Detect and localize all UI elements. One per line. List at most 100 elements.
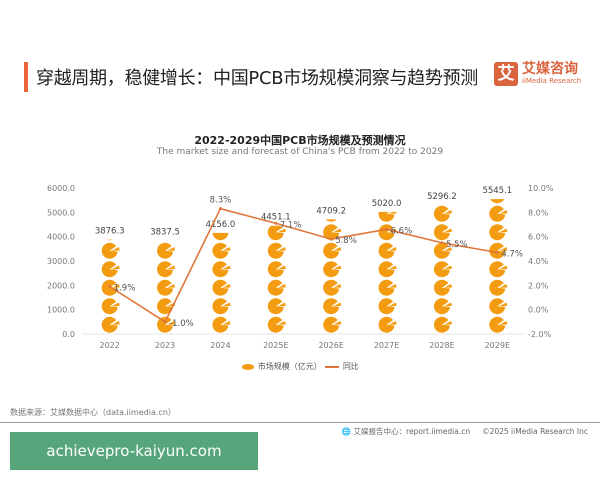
pie-icon — [157, 316, 174, 333]
market-size-label: 5296.2 — [427, 192, 457, 202]
pie-icon — [489, 205, 506, 222]
pie-icon — [433, 261, 450, 278]
report-link[interactable]: 艾媒报告中心：report.iimedia.cn — [353, 427, 471, 436]
pie-icon — [489, 279, 506, 296]
pie-icon — [106, 239, 113, 241]
y-left-tick: 0.0 — [62, 330, 75, 339]
globe-icon: 🌐 — [341, 427, 352, 436]
y-right-tick: -2.0% — [528, 330, 552, 339]
pie-icon — [378, 298, 395, 315]
pie-icon — [157, 261, 174, 278]
pie-icon — [267, 316, 284, 333]
pie-slice — [277, 246, 286, 251]
pie-slice — [333, 265, 342, 270]
pie-icon — [489, 242, 506, 259]
x-tick: 2028E — [429, 341, 454, 350]
watermark-banner[interactable]: achievepro-kaiyun.com — [10, 432, 258, 470]
pie-icon — [433, 224, 450, 241]
pie-icon — [378, 316, 395, 333]
pie-slice — [167, 265, 176, 270]
pie-icon — [489, 298, 506, 315]
pie-icon — [101, 298, 118, 315]
pie-icon — [489, 224, 506, 241]
pie-slice — [443, 246, 452, 251]
yoy-line — [109, 207, 498, 323]
pie-slice — [277, 320, 286, 325]
market-size-label: 4156.0 — [206, 220, 236, 230]
pie-slice — [499, 302, 508, 307]
pie-slice — [111, 320, 120, 325]
pie-slice — [388, 302, 397, 307]
y-left-tick: 6000.0 — [47, 184, 75, 193]
pie-icon — [212, 261, 229, 278]
y-left-tick: 4000.0 — [47, 233, 75, 242]
market-size-label: 5545.1 — [482, 186, 512, 196]
pie-slice — [167, 283, 176, 288]
pie-icon — [489, 261, 506, 278]
page-title: 穿越周期，稳健增长：中国PCB市场规模洞察与趋势预测 — [36, 68, 478, 89]
market-size-bar — [378, 211, 397, 333]
pie-slice — [167, 320, 176, 325]
pie-slice — [277, 283, 286, 288]
yoy-label: 7.1% — [280, 220, 302, 230]
market-size-label: 3876.3 — [95, 227, 125, 237]
pie-icon — [489, 316, 506, 333]
pie-icon — [267, 298, 284, 315]
pie-slice — [443, 228, 452, 233]
pie-icon — [325, 219, 337, 222]
x-tick: 2029E — [485, 341, 510, 350]
pie-slice — [388, 265, 397, 270]
pie-slice — [499, 265, 508, 270]
yoy-label: -1.0% — [169, 319, 194, 329]
legend: 市场规模（亿元） 同比 — [0, 361, 600, 372]
pie-icon — [433, 316, 450, 333]
copyright: ©2025 iiMedia Research Inc — [482, 427, 588, 436]
y-left-tick: 1000.0 — [47, 306, 75, 315]
x-tick: 2026E — [318, 341, 343, 350]
yoy-point — [329, 237, 333, 241]
yoy-point — [274, 221, 278, 225]
pie-slice — [443, 209, 452, 214]
pie-icon — [433, 279, 450, 296]
y-right-tick: 8.0% — [528, 208, 549, 217]
chart-title: 2022-2029中国PCB市场规模及预测情况 — [194, 134, 406, 147]
divider — [0, 422, 600, 423]
pie-icon — [433, 298, 450, 315]
pie-slice — [333, 228, 342, 233]
pie-icon — [157, 242, 174, 259]
yoy-label: 4.7% — [501, 249, 523, 259]
iimedia-logo: 艾 艾媒咨询 iiMedia Research — [494, 62, 581, 86]
legend-yoy: 同比 — [342, 362, 359, 371]
pie-icon — [212, 242, 229, 259]
market-size-label: 3837.5 — [150, 228, 180, 238]
market-size-label: 5020.0 — [372, 199, 402, 209]
pie-slice — [443, 283, 452, 288]
pie-slice — [333, 283, 342, 288]
pie-slice — [167, 246, 176, 251]
pie-slice — [222, 302, 231, 307]
yoy-point — [108, 285, 112, 289]
pie-icon — [101, 261, 118, 278]
pie-icon — [323, 298, 340, 315]
pie-slice — [222, 283, 231, 288]
y-right-tick: 6.0% — [528, 233, 549, 242]
market-size-bar — [157, 242, 176, 333]
chart-subtitle: The market size and forecast of China's … — [156, 147, 444, 157]
pie-slice — [333, 246, 342, 251]
yoy-label: 1.9% — [114, 284, 136, 294]
footer: 🌐 艾媒报告中心：report.iimedia.cn ©2025 iiMedia… — [342, 426, 588, 437]
yoy-point — [218, 207, 222, 211]
legend-market-size: 市场规模（亿元） — [257, 362, 322, 371]
pie-slice — [111, 283, 120, 288]
legend-line-icon — [325, 365, 340, 368]
title-accent-bar — [24, 62, 28, 92]
pie-slice — [388, 320, 397, 325]
pie-icon — [433, 242, 450, 259]
yoy-label: 8.3% — [210, 196, 232, 206]
logo-en: iiMedia Research — [522, 77, 582, 85]
pie-icon — [267, 261, 284, 278]
x-tick: 2027E — [374, 341, 399, 350]
market-size-bar — [433, 205, 452, 333]
yoy-label: 6.6% — [391, 226, 413, 236]
pie-slice — [222, 320, 231, 325]
